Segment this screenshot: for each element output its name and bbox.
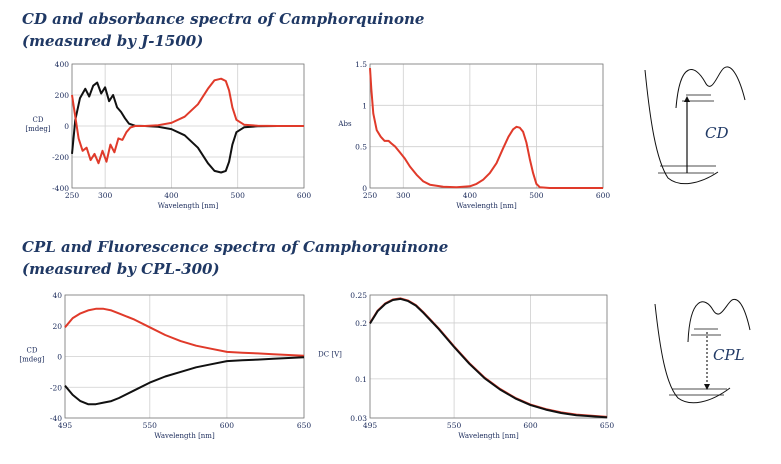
y-tick-label: 1.5 (355, 60, 367, 69)
x-tick-label: 400 (164, 191, 179, 200)
series-line-black (369, 297, 608, 419)
excited-state-curve (687, 298, 751, 343)
x-tick-label: 400 (463, 191, 478, 200)
y-tick-label: 0 (64, 122, 69, 131)
cpl-fl-heading-line-1: CPL and Fluorescence spectra of Camphorq… (22, 238, 449, 256)
series-line-red (369, 68, 603, 189)
y-tick-label: 0.2 (355, 319, 367, 328)
x-tick-label: 500 (231, 191, 246, 200)
series-line-red (71, 77, 304, 165)
cd-abs-heading-line-1: CD and absorbance spectra of Camphorquin… (22, 10, 425, 28)
x-tick-label: 650 (297, 421, 312, 430)
x-tick-label: 495 (363, 421, 378, 430)
y-tick-label: 0.5 (355, 143, 367, 152)
y-tick-label: 200 (55, 91, 70, 100)
cpl-fl-heading: CPL and Fluorescence spectra of Camphorq… (22, 236, 448, 280)
x-axis-label: Wavelength [nm] (458, 432, 519, 440)
absorption-arrowhead (684, 96, 690, 102)
y-tick-label: 400 (55, 60, 70, 69)
series-line-red (369, 297, 608, 418)
y-tick-label: -200 (52, 153, 69, 162)
plot-frame (369, 294, 608, 419)
cd-energy-diagram: CD (644, 66, 746, 185)
y-tick-label: -40 (50, 414, 62, 423)
y-tick-label: 0.1 (355, 375, 367, 384)
y-axis-label: CD (33, 116, 44, 124)
y-axis-label: DC [V] (318, 351, 342, 359)
y-tick-label: -20 (50, 383, 62, 392)
x-axis-label: Wavelength [nm] (158, 202, 219, 210)
y-tick-label: 20 (52, 322, 62, 331)
cpl-energy-diagram: CPL (654, 298, 751, 404)
cpl-diagram-label: CPL (713, 346, 745, 364)
x-tick-label: 300 (98, 191, 113, 200)
y-tick-label: 1 (362, 101, 367, 110)
cd-diagram-label: CD (705, 124, 729, 142)
x-tick-label: 650 (600, 421, 615, 430)
y-tick-label: 0 (362, 184, 367, 193)
series-line-red (64, 307, 305, 357)
cpl-chart: 495 550 600 650 -40 -20 0 20 40 Wavelength [nm] CD… (19, 291, 311, 440)
cd-abs-heading: CD and absorbance spectra of Camphorquin… (22, 8, 424, 52)
absorbance-chart: 250 300 400 500 600 0 0.5 1 1.5 Wavelength [nm] Ab… (337, 60, 610, 210)
fluorescence-chart: 495 550 600 650 0.03 0.1 0.2 0.25 Wavelength [nm… (318, 291, 614, 440)
x-tick-label: 600 (596, 191, 611, 200)
y-tick-label: 0.03 (350, 414, 367, 423)
x-tick-label: 500 (529, 191, 544, 200)
y-axis-label: [mdeg] (25, 125, 50, 133)
x-tick-label: 600 (523, 421, 538, 430)
cpl-fl-heading-line-2: (measured by CPL-300) (22, 260, 220, 278)
y-tick-label: -400 (52, 184, 69, 193)
x-tick-label: 550 (447, 421, 462, 430)
x-tick-label: 600 (297, 191, 312, 200)
x-tick-label: 250 (65, 191, 80, 200)
cd-chart: 250 300 400 500 600 -400 -200 0 200 400 Wavelength… (25, 60, 311, 210)
x-tick-label: 495 (58, 421, 73, 430)
y-tick-label: 0.25 (350, 291, 367, 300)
x-axis-label: Wavelength [nm] (154, 432, 215, 440)
plot-frame (64, 294, 305, 419)
x-tick-label: 250 (363, 191, 378, 200)
x-axis-label: Wavelength [nm] (456, 202, 517, 210)
emission-arrowhead (704, 384, 710, 390)
x-tick-label: 300 (396, 191, 411, 200)
plot-frame (369, 63, 604, 189)
x-tick-label: 600 (220, 421, 235, 430)
cd-abs-heading-line-2: (measured by J-1500) (22, 32, 204, 50)
y-tick-label: 40 (52, 291, 62, 300)
x-tick-label: 550 (143, 421, 158, 430)
y-axis-label: Abs (337, 120, 352, 128)
ground-state-curve (644, 69, 719, 185)
y-axis-label: CD (27, 347, 38, 355)
excited-state-curve (675, 66, 746, 109)
series-line-black (64, 356, 305, 406)
ground-state-curve (654, 303, 731, 404)
y-tick-label: 0 (57, 353, 62, 362)
y-axis-label: [mdeg] (19, 356, 44, 364)
